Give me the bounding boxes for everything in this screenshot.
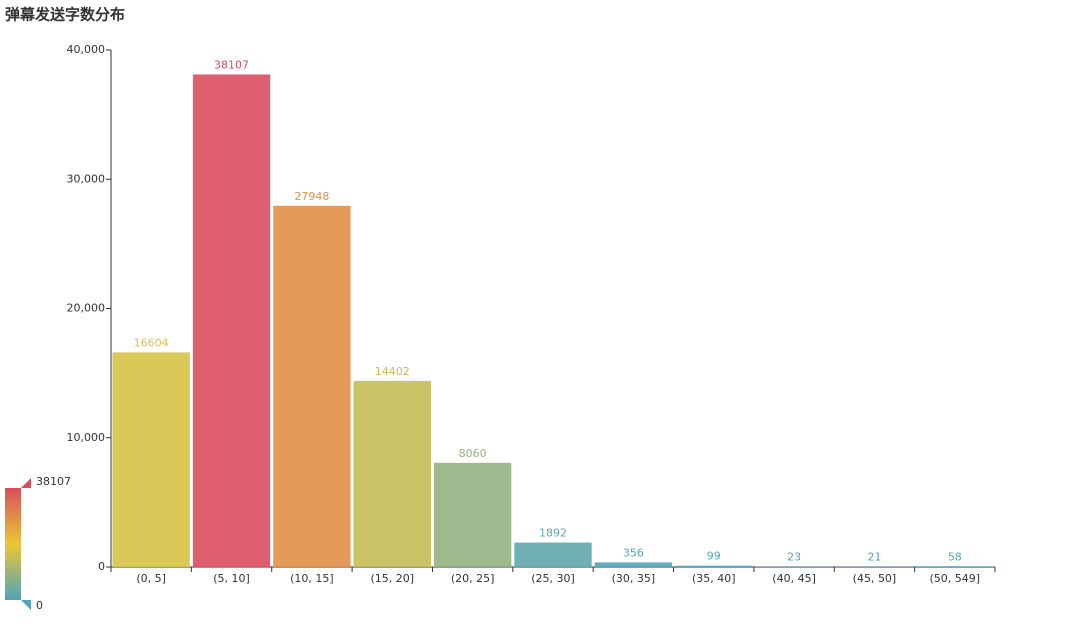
x-tick-label: (5, 10] <box>213 572 250 585</box>
x-tick-label: (15, 20] <box>370 572 414 585</box>
chart-title: 弹幕发送字数分布 <box>5 6 125 24</box>
y-tick-label: 40,000 <box>67 43 106 56</box>
value-label: 99 <box>707 550 721 563</box>
y-tick-label: 10,000 <box>67 431 106 444</box>
visual-map-bar <box>5 488 21 600</box>
y-tick-label: 20,000 <box>67 302 106 315</box>
value-label: 27948 <box>294 190 329 203</box>
x-tick-label: (50, 549] <box>930 572 981 585</box>
bar <box>353 380 431 567</box>
bar <box>916 566 994 567</box>
value-label: 38107 <box>214 58 249 71</box>
value-label: 21 <box>867 551 881 564</box>
x-tick-label: (20, 25] <box>451 572 495 585</box>
visual-map-min: 0 <box>36 599 43 612</box>
bar <box>514 542 592 567</box>
bar <box>594 562 673 567</box>
x-tick-label: (10, 15] <box>290 572 334 585</box>
x-tick-label: (30, 35] <box>612 572 656 585</box>
bar <box>192 74 271 567</box>
visual-map-max: 38107 <box>36 475 71 488</box>
value-label: 23 <box>787 551 801 564</box>
y-tick-label: 30,000 <box>67 172 106 185</box>
bar <box>112 352 190 567</box>
visual-map-handle <box>21 478 31 488</box>
x-tick-label: (35, 40] <box>692 572 736 585</box>
bar <box>273 205 351 567</box>
x-tick-label: (25, 30] <box>531 572 575 585</box>
x-tick-label: (0, 5] <box>136 572 166 585</box>
visual-map-handle <box>21 600 31 610</box>
value-label: 8060 <box>459 447 487 460</box>
value-label: 58 <box>948 550 962 563</box>
value-label: 356 <box>623 546 644 559</box>
value-label: 16604 <box>134 336 169 349</box>
value-label: 1892 <box>539 527 567 540</box>
y-tick-label: 0 <box>98 560 105 573</box>
value-label: 14402 <box>375 365 410 378</box>
x-tick-label: (45, 50] <box>853 572 897 585</box>
bar <box>433 462 512 567</box>
bar <box>675 565 753 567</box>
x-tick-label: (40, 45] <box>772 572 816 585</box>
